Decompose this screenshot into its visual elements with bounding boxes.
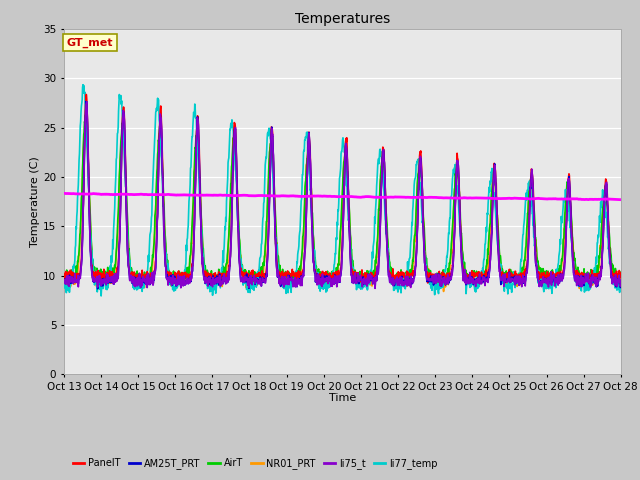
Y-axis label: Temperature (C): Temperature (C) <box>30 156 40 247</box>
Title: Temperatures: Temperatures <box>295 12 390 26</box>
Text: GT_met: GT_met <box>67 37 113 48</box>
Legend: PanelT, AM25T_PRT, AirT, NR01_PRT, li75_t, li77_temp: PanelT, AM25T_PRT, AirT, NR01_PRT, li75_… <box>69 455 442 473</box>
X-axis label: Time: Time <box>329 394 356 403</box>
